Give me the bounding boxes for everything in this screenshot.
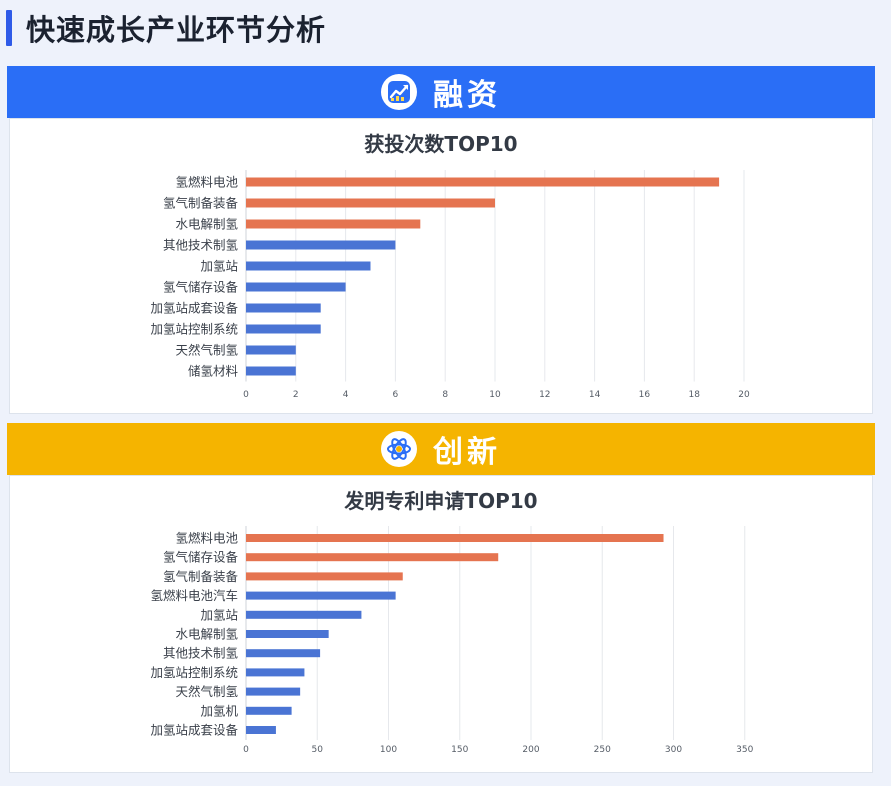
category-label: 天然气制氢	[175, 684, 238, 699]
category-label: 加氢站控制系统	[150, 322, 238, 337]
category-label: 氢气储存设备	[163, 550, 239, 565]
tick-label: 8	[442, 390, 448, 400]
tick-label: 200	[522, 745, 539, 755]
bar	[246, 303, 321, 313]
category-label: 加氢站成套设备	[150, 723, 238, 738]
category-label: 其他技术制氢	[163, 646, 239, 661]
category-label: 水电解制氢	[175, 627, 238, 642]
bar	[246, 572, 403, 581]
section-banner-financing: 融资	[7, 66, 875, 118]
bar	[246, 324, 321, 334]
tick-label: 250	[594, 745, 611, 755]
bar	[246, 630, 329, 638]
category-label: 加氢站成套设备	[150, 301, 238, 316]
bar	[246, 282, 346, 292]
tick-label: 2	[293, 390, 299, 400]
tick-label: 100	[380, 745, 397, 755]
growth-chart-icon	[381, 74, 417, 110]
tick-label: 150	[451, 745, 468, 755]
bar	[246, 553, 499, 562]
category-label: 加氢站	[200, 607, 238, 622]
chart-title: 发明专利申请TOP10	[343, 489, 537, 513]
tick-label: 12	[539, 390, 550, 400]
tick-label: 300	[665, 745, 682, 755]
section-label: 创新	[433, 435, 501, 470]
section-banner-innovation: 创新	[7, 423, 875, 475]
category-label: 氢燃料电池汽车	[150, 588, 238, 603]
category-label: 天然气制氢	[175, 343, 238, 358]
category-label: 氢燃料电池	[175, 531, 238, 546]
chart-title: 获投次数TOP10	[364, 132, 517, 156]
chart-innovation: 发明专利申请TOP10 氢燃料电池氢气储存设备氢气制备装备氢燃料电池汽车加氢站水电…	[150, 489, 753, 755]
bar	[246, 534, 664, 542]
header-accent-bar	[6, 10, 12, 46]
category-label: 加氢机	[200, 703, 238, 718]
bar	[246, 198, 495, 208]
tick-label: 16	[639, 390, 651, 400]
category-label: 氢气制备装备	[163, 196, 239, 211]
page-header: 快速成长产业环节分析	[6, 8, 326, 48]
bar	[246, 240, 396, 250]
category-label: 其他技术制氢	[163, 238, 239, 253]
category-label: 储氢材料	[188, 364, 239, 379]
bar	[246, 219, 421, 229]
category-label: 水电解制氢	[175, 217, 238, 232]
bar	[246, 706, 292, 715]
tick-label: 20	[738, 390, 750, 400]
tick-label: 14	[589, 390, 601, 400]
category-label: 氢燃料电池	[175, 175, 238, 190]
tick-label: 18	[688, 390, 700, 400]
bar	[246, 668, 305, 677]
bar	[246, 591, 396, 600]
chart-financing: 获投次数TOP10 氢燃料电池氢气制备装备水电解制氢其他技术制氢加氢站氢气储存设备…	[150, 132, 750, 400]
bar	[246, 366, 296, 376]
bar	[246, 345, 296, 355]
page-title: 快速成长产业环节分析	[26, 13, 327, 47]
bar	[246, 261, 371, 271]
chart-panel-financing: 获投次数TOP10 氢燃料电池氢气制备装备水电解制氢其他技术制氢加氢站氢气储存设备…	[9, 118, 873, 414]
tick-label: 4	[343, 390, 349, 400]
tick-label: 50	[312, 745, 324, 755]
tick-label: 6	[393, 390, 399, 400]
category-label: 氢气制备装备	[163, 569, 239, 584]
bar	[246, 649, 321, 658]
bar	[246, 687, 301, 696]
tick-label: 350	[736, 745, 753, 755]
tick-label: 10	[489, 390, 501, 400]
tick-label: 0	[243, 745, 249, 755]
category-label: 加氢站	[200, 259, 238, 274]
category-label: 氢气储存设备	[163, 280, 239, 295]
chart-panel-innovation: 发明专利申请TOP10 氢燃料电池氢气储存设备 氢气制备装备氢燃料电池汽车加氢站水电…	[9, 475, 873, 773]
section-label: 融资	[433, 78, 501, 113]
bar	[246, 610, 362, 619]
tick-label: 0	[243, 390, 249, 400]
bar	[246, 726, 276, 734]
atom-icon	[381, 431, 417, 467]
bar	[246, 177, 720, 187]
category-label: 加氢站控制系统	[150, 665, 238, 680]
